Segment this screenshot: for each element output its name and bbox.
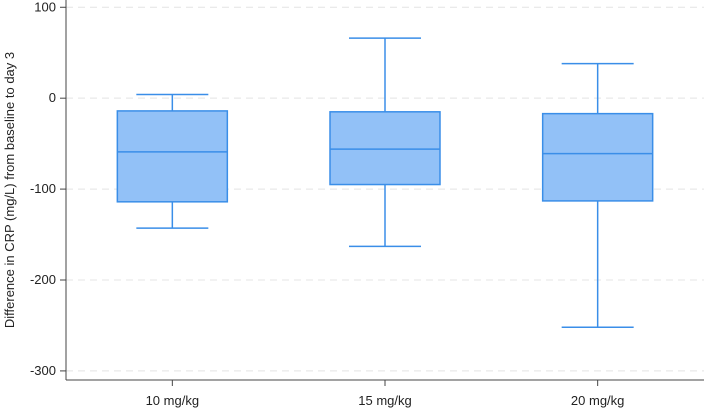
iqr-box	[116, 110, 229, 203]
box-1	[116, 93, 229, 229]
x-tick-label: 15 mg/kg	[358, 393, 411, 408]
iqr-box	[541, 112, 654, 202]
x-tick-labels: 10 mg/kg 15 mg/kg 20 mg/kg	[146, 380, 624, 408]
y-tick-label: -100	[30, 181, 56, 196]
x-tick-label: 10 mg/kg	[146, 393, 199, 408]
y-tick-label: -300	[30, 363, 56, 378]
y-tick-label: 100	[34, 0, 56, 14]
iqr-box	[329, 111, 441, 186]
boxes	[116, 37, 654, 329]
y-tick-labels: 100 0 -100 -200 -300	[30, 0, 66, 378]
y-axis-title: Difference in CRP (mg/L) from baseline t…	[2, 52, 17, 328]
y-tick-label: -200	[30, 272, 56, 287]
box-3	[541, 62, 654, 329]
y-tick-label: 0	[49, 90, 56, 105]
x-tick-label: 20 mg/kg	[571, 393, 624, 408]
box-2	[329, 37, 441, 248]
